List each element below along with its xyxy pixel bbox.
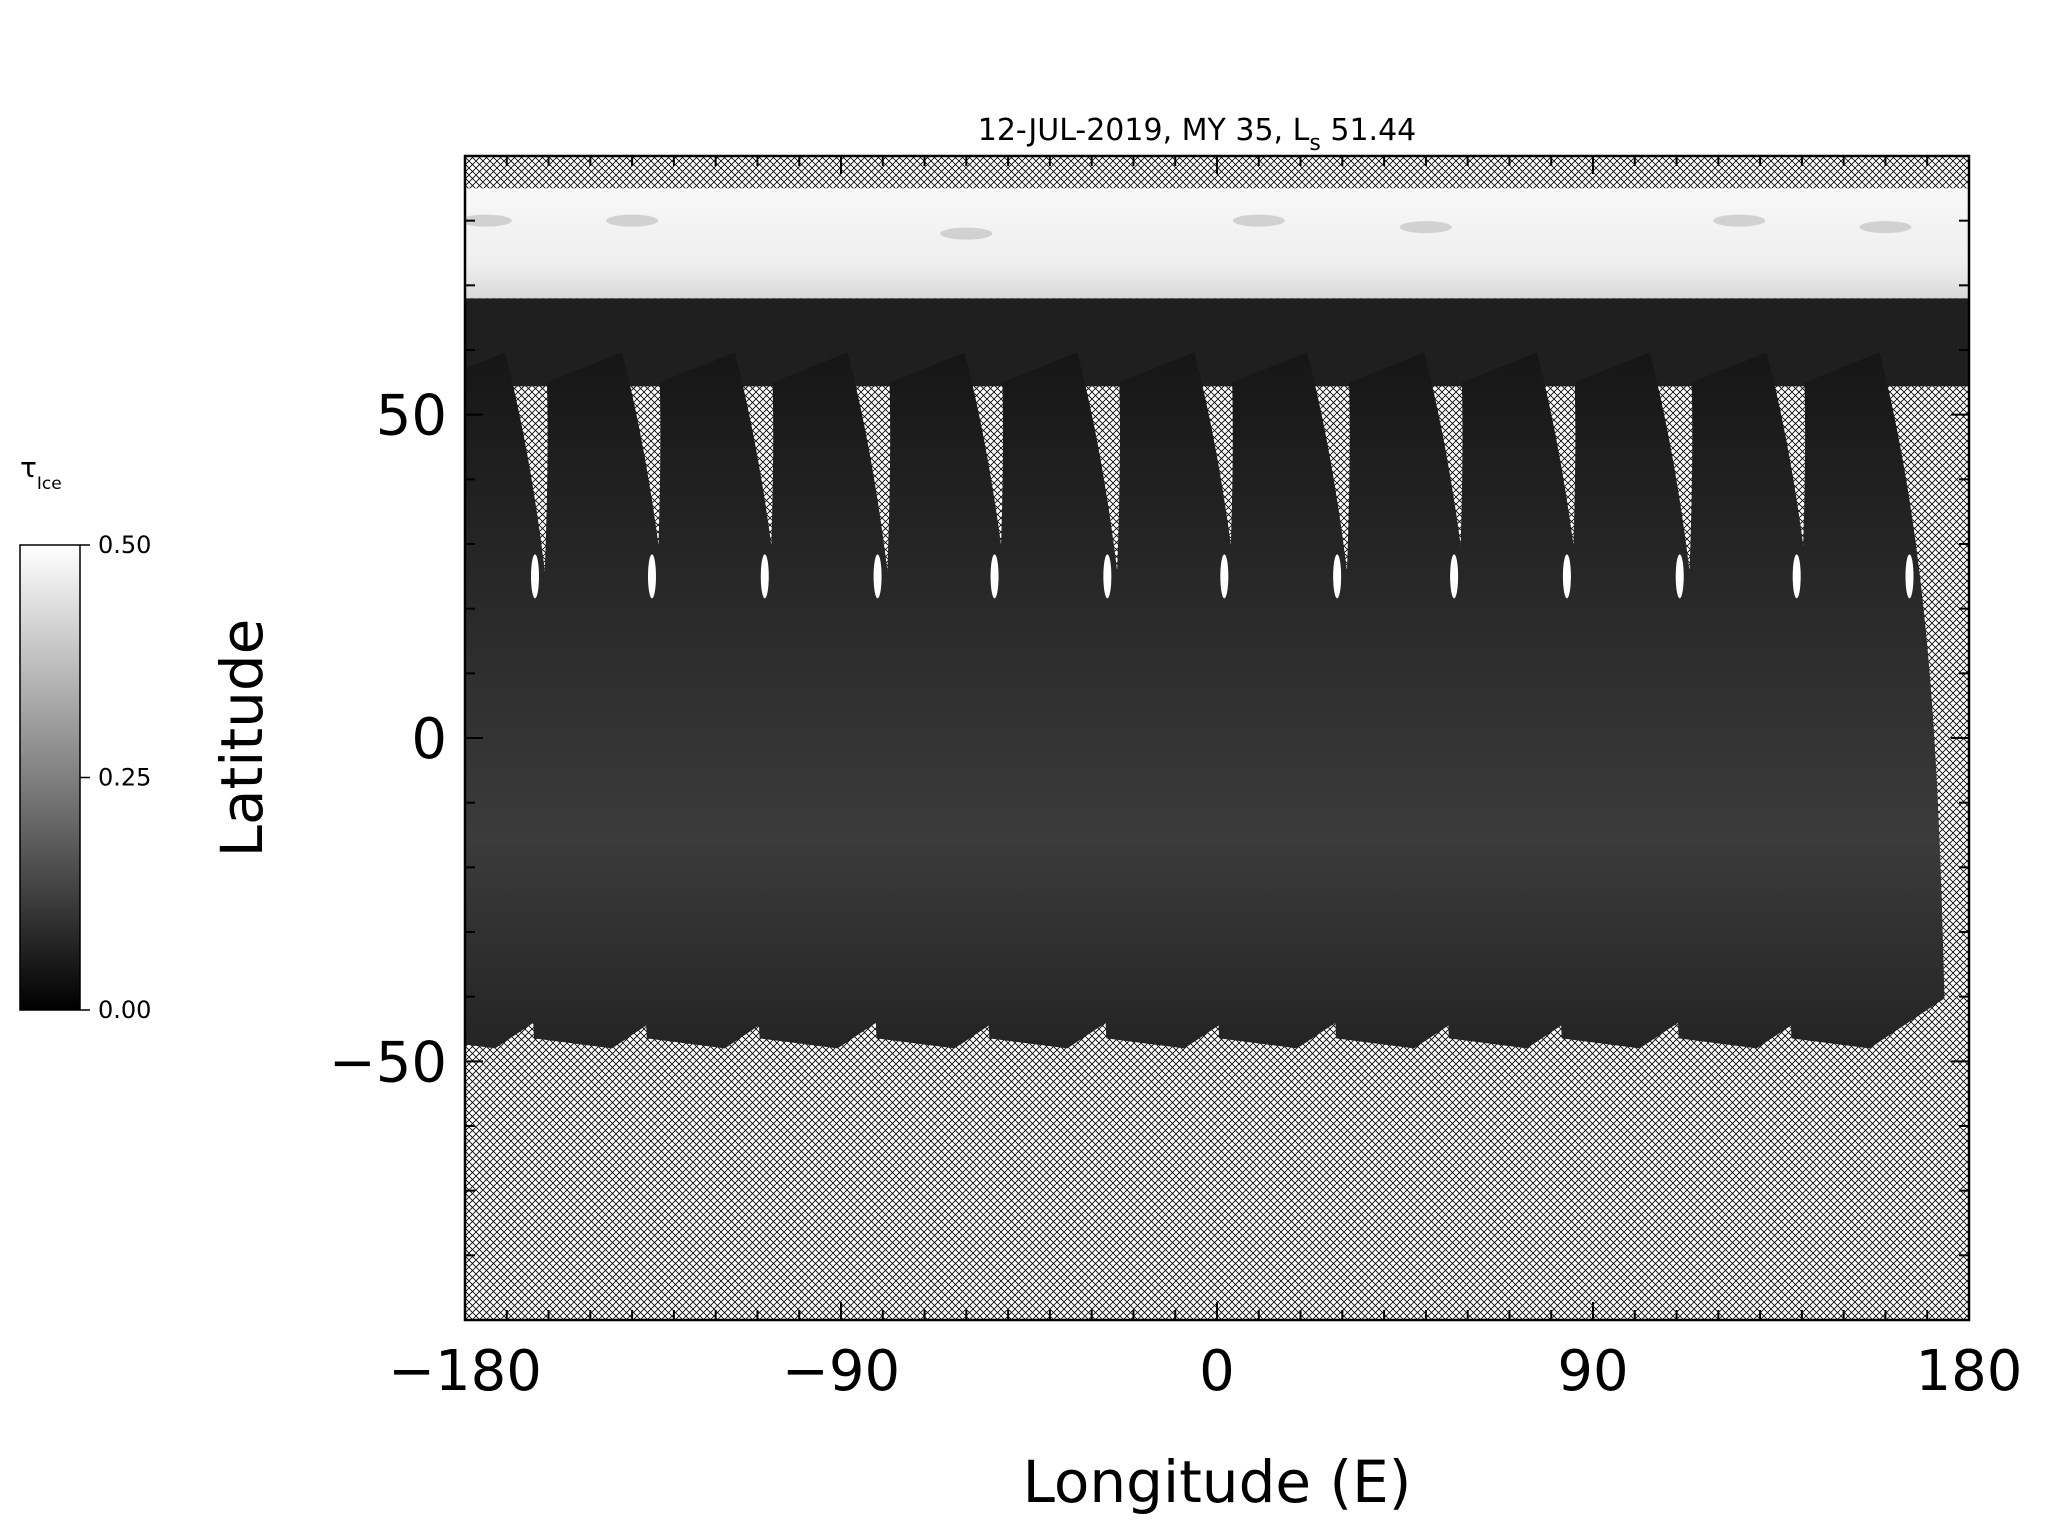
title-main: 12-JUL-2019, MY 35, L xyxy=(978,113,1310,148)
map-area xyxy=(465,156,1969,1320)
swath-13 xyxy=(1789,352,1945,1049)
ice-wisp-5 xyxy=(1399,221,1452,234)
swath-4 xyxy=(757,352,913,1049)
ice-wisp-1 xyxy=(465,214,512,227)
ice-wisp-2 xyxy=(606,214,659,227)
y-tick-label: 0 xyxy=(411,707,447,772)
x-tick-label: 0 xyxy=(1199,1339,1235,1404)
polar-ice-band xyxy=(465,188,1969,299)
colorbar-ticks: 0.50 0.25 0.00 xyxy=(80,531,151,1024)
colorbar-tick-label: 0.25 xyxy=(98,764,151,792)
swath-glint-1 xyxy=(531,554,539,599)
swath-glint-4 xyxy=(873,554,882,599)
colorbar-tick-label: 0.50 xyxy=(98,531,151,559)
swath-glint-9 xyxy=(1450,554,1459,599)
y-axis-label: Latitude xyxy=(208,619,276,858)
swath-glint-7 xyxy=(1220,554,1229,599)
colorbar-label-subscript: Ice xyxy=(37,474,62,494)
axes: −180 −90 0 90 180 50 0 −50 xyxy=(329,154,2023,1404)
ice-wisp-7 xyxy=(1859,221,1912,234)
swath-glint-6 xyxy=(1103,554,1112,599)
x-axis-label: Longitude (E) xyxy=(1023,1448,1412,1516)
swath-glint-12 xyxy=(1792,554,1801,599)
x-tick-label: 180 xyxy=(1916,1339,2023,1404)
swath-11 xyxy=(1559,352,1715,1049)
swath-glint-5 xyxy=(990,554,999,599)
swath-glint-13 xyxy=(1905,554,1914,599)
ice-wisp-3 xyxy=(940,227,993,240)
swath-glint-8 xyxy=(1333,554,1342,599)
y-tick-label: −50 xyxy=(329,1030,447,1095)
swath-glint-10 xyxy=(1562,554,1571,599)
ice-wisp-6 xyxy=(1713,214,1766,227)
swath-glint-11 xyxy=(1675,554,1684,599)
swath-8 xyxy=(1216,352,1373,1049)
y-tick-label: 50 xyxy=(376,384,447,449)
colorbar-label-main: τ xyxy=(20,451,37,484)
colorbar-label: τIce xyxy=(20,451,62,494)
title-suffix: 51.44 xyxy=(1321,113,1416,148)
colorbar-tick-label: 0.00 xyxy=(98,996,151,1024)
x-tick-label: −180 xyxy=(388,1339,542,1404)
chart-title: 12-JUL-2019, MY 35, Ls 51.44 xyxy=(978,113,1417,156)
x-tick-label: −90 xyxy=(782,1339,900,1404)
x-tick-label: 90 xyxy=(1557,1339,1628,1404)
colorbar: τIce 0.50 0.25 0.00 xyxy=(19,451,151,1024)
colorbar-gradient xyxy=(19,544,81,1011)
swath-glint-3 xyxy=(760,554,769,599)
swath-glint-2 xyxy=(647,554,656,599)
title-subscript: s xyxy=(1309,131,1320,156)
ice-wisp-4 xyxy=(1232,214,1285,227)
swath-6 xyxy=(987,352,1143,1049)
